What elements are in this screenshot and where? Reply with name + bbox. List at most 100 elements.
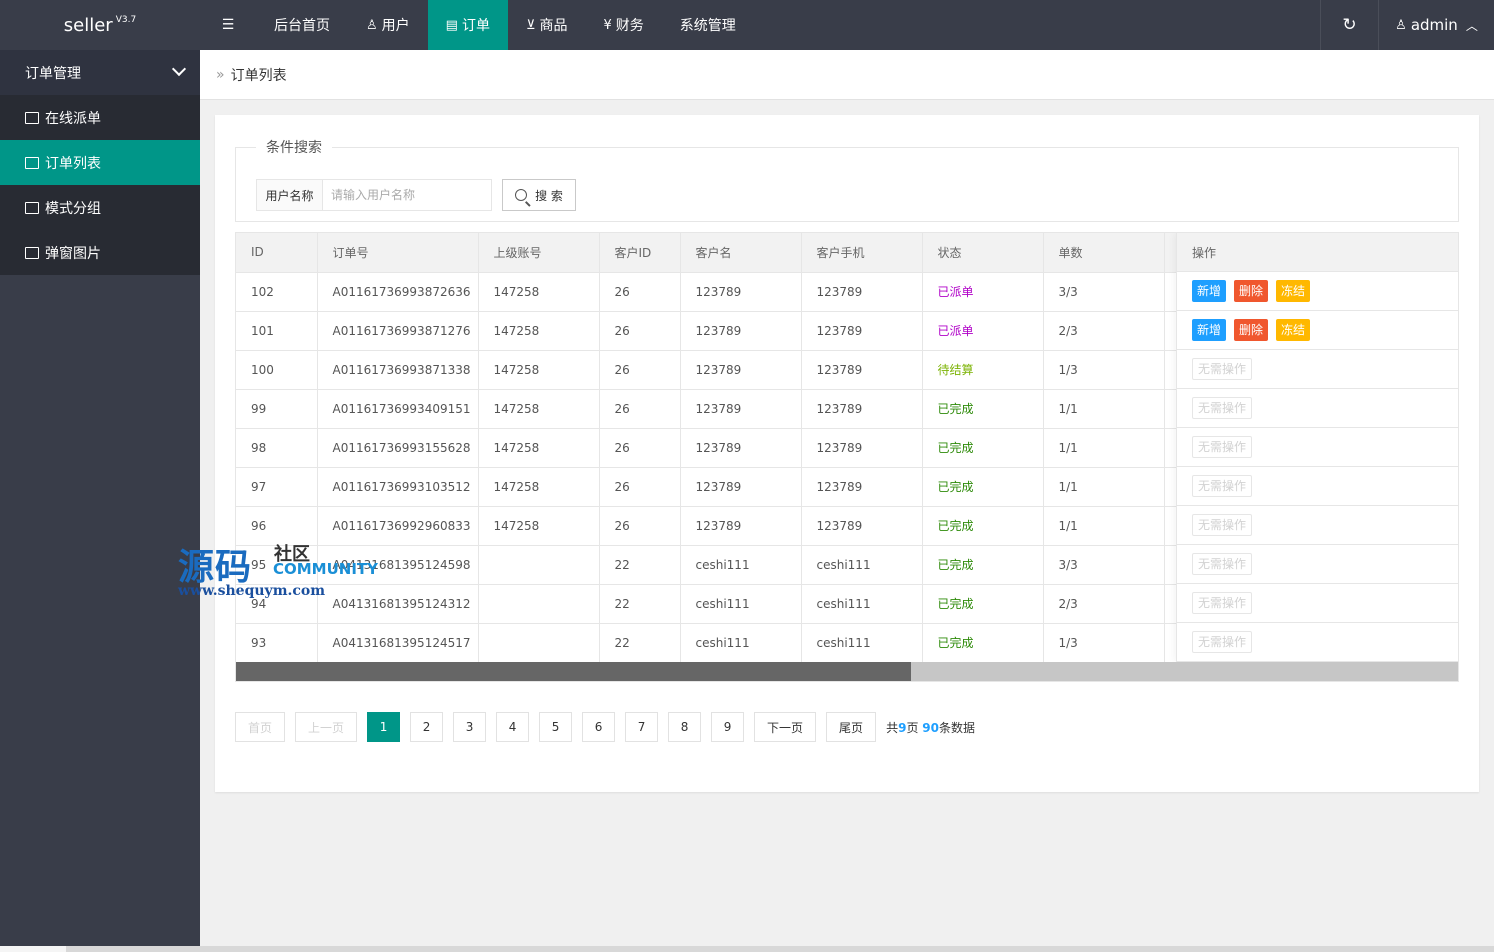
sidebar-item-dispatch[interactable]: 在线派单	[0, 95, 200, 140]
nav-finance-label: 财务	[615, 18, 644, 34]
scrollbar-thumb[interactable]	[236, 662, 911, 681]
cell-status: 已派单	[922, 272, 1044, 312]
col-customer-id[interactable]: 客户ID	[599, 233, 681, 273]
nav-order-label: 订单	[461, 18, 490, 34]
col-status[interactable]: 状态	[922, 233, 1044, 273]
top-nav-right: ↻ ♙ admin ︿	[1320, 0, 1494, 50]
cell-customer-name: ceshi111	[680, 623, 802, 663]
no-action-button: 无需操作	[1192, 631, 1253, 653]
username-search-input[interactable]	[322, 179, 492, 211]
page-1-button[interactable]: 1	[367, 712, 401, 742]
add-button[interactable]: 新增	[1192, 280, 1227, 302]
col-count[interactable]: 单数	[1043, 233, 1165, 273]
nav-home[interactable]: 后台首页	[256, 0, 348, 50]
sidebar-item-popup-images[interactable]: 弹窗图片	[0, 230, 200, 275]
cell-parent-account	[478, 584, 600, 624]
nav-order[interactable]: ▤ 订单	[427, 0, 508, 50]
user-menu[interactable]: ♙ admin ︿	[1378, 0, 1494, 50]
menu-toggle-icon: ☰	[221, 17, 235, 33]
page-scrollbar[interactable]	[0, 946, 1494, 952]
page-3-button[interactable]: 3	[453, 712, 487, 742]
prev-page-button[interactable]: 上一页	[295, 712, 358, 742]
cell-customer-phone: ceshi111	[801, 584, 923, 624]
page-4-button[interactable]: 4	[496, 712, 530, 742]
cell-customer-phone: ceshi111	[801, 545, 923, 585]
cell-customer-id: 22	[599, 584, 681, 624]
menu-toggle-button[interactable]: ☰	[200, 0, 256, 50]
page-scrollbar-thumb[interactable]	[0, 946, 66, 952]
last-page-button[interactable]: 尾页	[826, 712, 877, 742]
action-cell: 无需操作	[1177, 623, 1458, 662]
sidebar-group-order[interactable]: 订单管理	[0, 50, 200, 95]
nav-finance[interactable]: ¥ 财务	[585, 0, 661, 50]
nav-user[interactable]: ♙ 用户	[348, 0, 428, 50]
cell-count: 1/1	[1043, 467, 1165, 507]
search-label: 用户名称	[256, 179, 322, 211]
col-customer-name[interactable]: 客户名	[680, 233, 802, 273]
action-cell: 无需操作	[1177, 584, 1458, 623]
cell-customer-name: 123789	[680, 506, 802, 546]
freeze-button[interactable]: 冻结	[1276, 280, 1311, 302]
cell-count: 1/3	[1043, 623, 1165, 663]
cell-parent-account: 147258	[478, 428, 600, 468]
cell-customer-name: 123789	[680, 350, 802, 390]
search-fieldset: 条件搜索 用户名称 搜 索	[235, 137, 1459, 222]
no-action-button: 无需操作	[1192, 397, 1253, 419]
no-action-button: 无需操作	[1192, 592, 1253, 614]
cell-customer-phone: 123789	[801, 350, 923, 390]
action-cell: 无需操作	[1177, 545, 1458, 584]
no-action-button: 无需操作	[1192, 553, 1253, 575]
next-page-button[interactable]: 下一页	[754, 712, 817, 742]
sidebar-item-groups[interactable]: 模式分组	[0, 185, 200, 230]
page-2-button[interactable]: 2	[410, 712, 444, 742]
nav-system[interactable]: 系统管理	[662, 0, 754, 50]
cell-customer-name: 123789	[680, 311, 802, 351]
image-icon	[25, 246, 39, 259]
col-customer-phone[interactable]: 客户手机	[801, 233, 923, 273]
action-column: 操作 新增 删除 冻结 新增 删除 冻结 无需操作 无需操作 无需操作 无需操作 无需操作 无需操作无…	[1176, 233, 1458, 662]
user-name: admin	[1410, 16, 1458, 34]
page-7-button[interactable]: 7	[625, 712, 659, 742]
cell-status: 已完成	[922, 584, 1044, 624]
table-row: 93 A04131681395124517 22 ceshi111 ceshi111 已完…	[236, 623, 1286, 663]
col-order-no[interactable]: 订单号	[317, 233, 479, 273]
delete-button[interactable]: 删除	[1234, 280, 1269, 302]
sidebar: 订单管理 在线派单 订单列表 模式分组 弹窗图片	[0, 50, 200, 952]
nav-user-label: 用户	[381, 18, 410, 34]
add-button[interactable]: 新增	[1192, 319, 1227, 341]
page-6-button[interactable]: 6	[582, 712, 616, 742]
sidebar-item-order-list[interactable]: 订单列表	[0, 140, 200, 185]
refresh-button[interactable]: ↻	[1320, 0, 1378, 50]
delete-button[interactable]: 删除	[1234, 319, 1269, 341]
top-nav: ☰ 后台首页 ♙ 用户 ▤ 订单 ⊻ 商品 ¥ 财务 系统管理	[200, 0, 754, 50]
table-header-row: ID 订单号 上级账号 客户ID 客户名 客户手机 状态 单数	[236, 233, 1286, 273]
cell-parent-account	[478, 545, 600, 585]
refresh-icon: ↻	[1342, 15, 1357, 35]
freeze-button[interactable]: 冻结	[1276, 319, 1311, 341]
app-version: V3.7	[115, 15, 137, 25]
info-prefix: 共	[886, 720, 899, 735]
col-id[interactable]: ID	[236, 233, 318, 273]
cell-customer-phone: 123789	[801, 467, 923, 507]
cell-order-no: A04131681395124517	[317, 623, 479, 663]
cell-customer-id: 26	[599, 350, 681, 390]
page-8-button[interactable]: 8	[668, 712, 702, 742]
chevron-down-icon	[171, 61, 187, 77]
sidebar-item-label: 在线派单	[45, 110, 101, 127]
col-parent-account[interactable]: 上级账号	[478, 233, 600, 273]
first-page-button[interactable]: 首页	[235, 712, 286, 742]
cell-order-no: A04131681395124598	[317, 545, 479, 585]
app-logo[interactable]: seller V3.7	[0, 0, 200, 50]
nav-goods[interactable]: ⊻ 商品	[508, 0, 586, 50]
cell-parent-account: 147258	[478, 350, 600, 390]
sidebar-item-label: 模式分组	[45, 200, 101, 217]
app-name: seller	[63, 14, 113, 36]
search-button-label: 搜 索	[535, 188, 563, 203]
cart-icon: ⊻	[525, 17, 536, 33]
search-button[interactable]: 搜 索	[502, 179, 576, 211]
page-9-button[interactable]: 9	[711, 712, 745, 742]
page-5-button[interactable]: 5	[539, 712, 573, 742]
cell-customer-name: ceshi111	[680, 545, 802, 585]
horizontal-scrollbar[interactable]	[236, 662, 1458, 681]
cell-parent-account: 147258	[478, 272, 600, 312]
